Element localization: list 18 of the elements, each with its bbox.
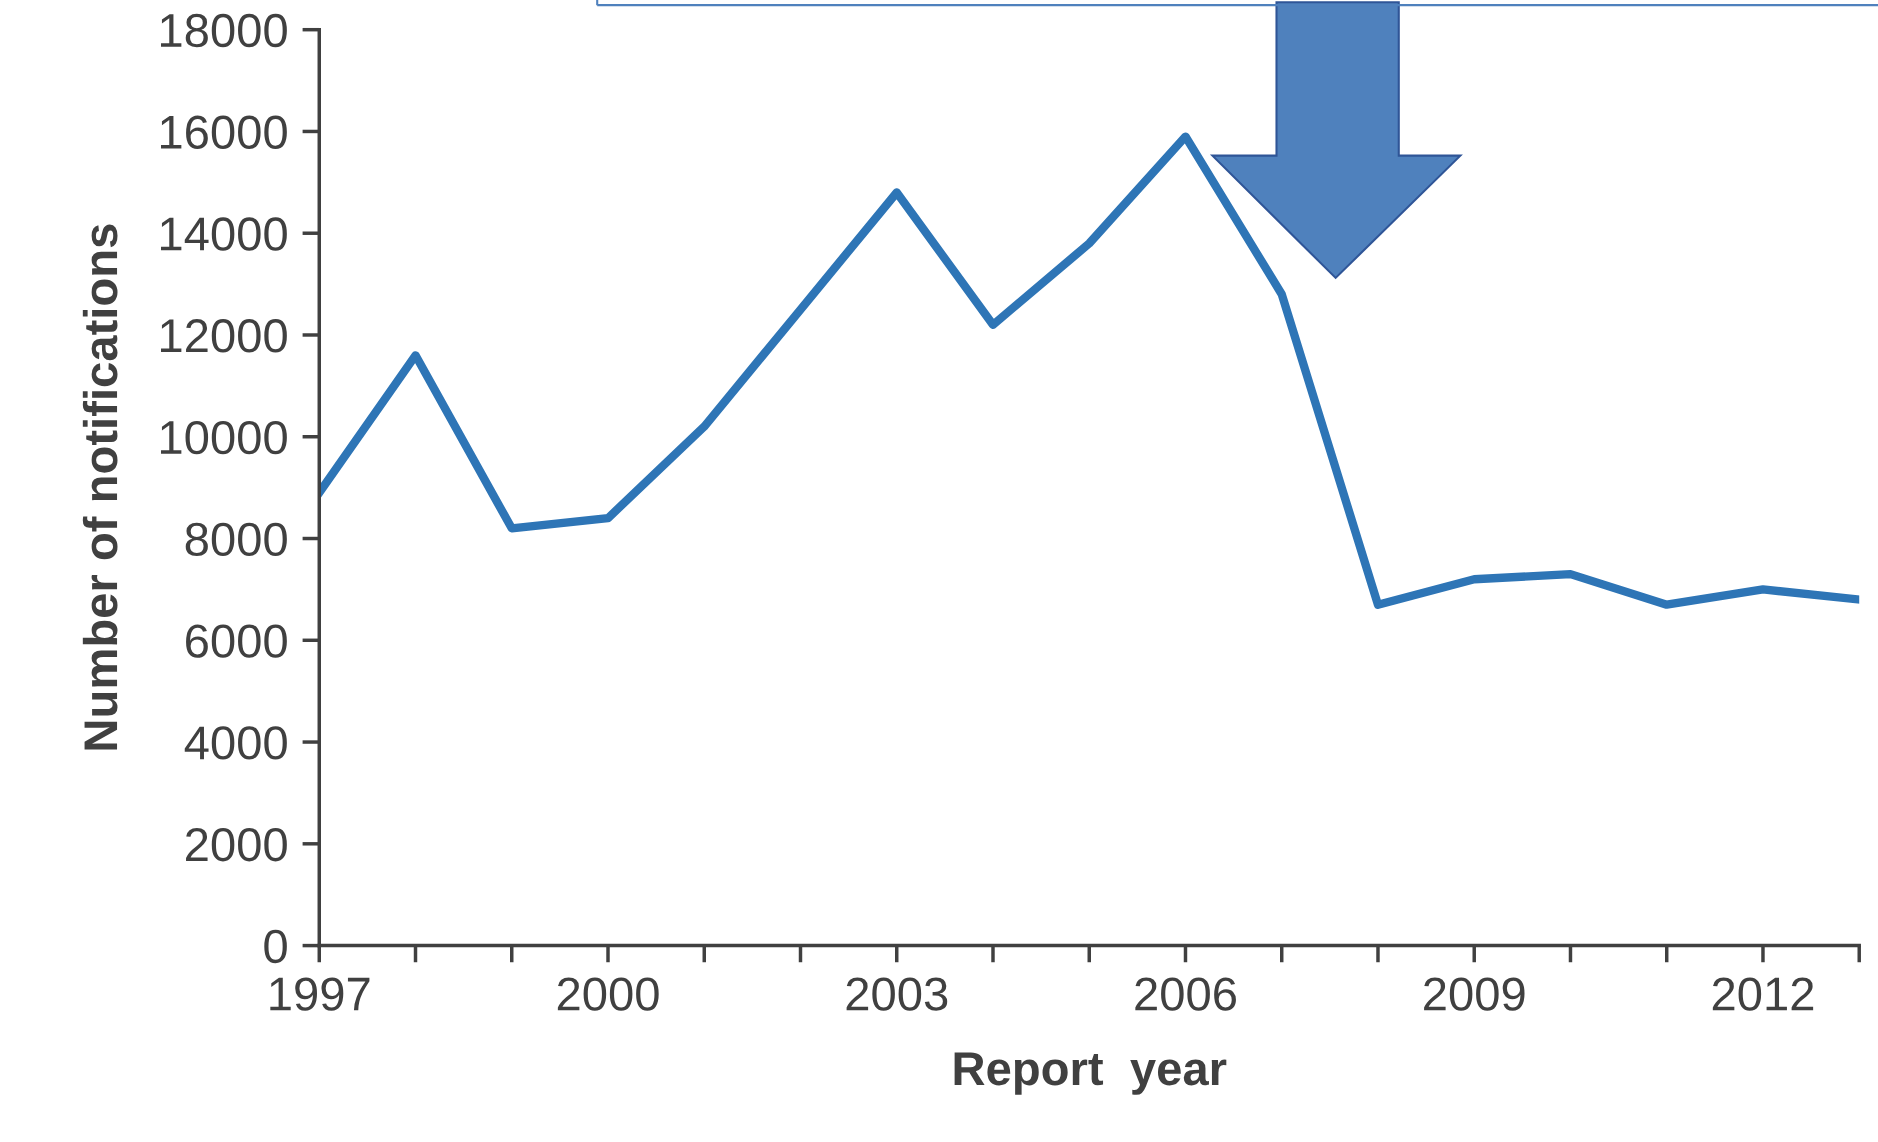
x-axis-title: Report year xyxy=(954,1052,1227,1095)
x-tick-label: 2012 xyxy=(1712,977,1814,1011)
y-tick-label: 8000 xyxy=(185,522,287,557)
x-tick-label: 2000 xyxy=(557,977,659,1011)
x-tick-label: 1997 xyxy=(270,977,370,1011)
y-tick-label: 14000 xyxy=(161,217,287,251)
y-tick-label: 6000 xyxy=(186,624,287,658)
y-tick-label: 18000 xyxy=(161,13,287,48)
x-tick-label: 2003 xyxy=(846,977,948,1011)
y-tick-label: 16000 xyxy=(161,115,287,150)
x-tick-label: 2009 xyxy=(1424,977,1525,1011)
x-tick-label: 2006 xyxy=(1135,977,1236,1011)
y-axis-title: Number of notifications xyxy=(82,224,118,750)
y-tick-label: 4000 xyxy=(184,726,287,760)
y-tick-label: 0 xyxy=(264,929,287,964)
y-tick-label: 10000 xyxy=(161,420,287,455)
y-tick-label: 2000 xyxy=(186,827,287,862)
y-tick-label: 12000 xyxy=(161,319,287,353)
